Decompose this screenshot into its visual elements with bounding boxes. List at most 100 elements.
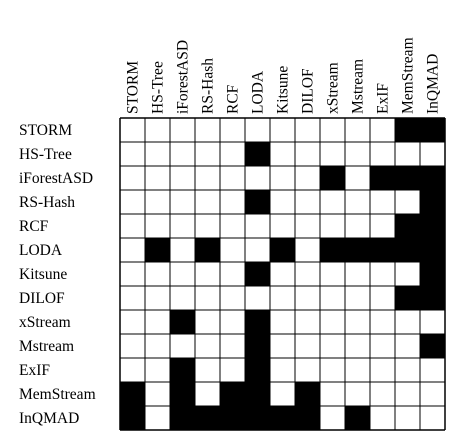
cell-kitsune-iforestasd-empty bbox=[170, 262, 195, 286]
cell-rcf-rs-hash-empty bbox=[195, 214, 220, 238]
cell-iforestasd-storm-empty bbox=[120, 166, 145, 190]
cell-iforestasd-memstream-filled bbox=[395, 166, 420, 190]
cell-dilof-inqmad-filled bbox=[420, 286, 445, 310]
cell-mstream-iforestasd-empty bbox=[170, 334, 195, 358]
cell-memstream-mstream-empty bbox=[345, 382, 370, 406]
row-headers: STORM HS-Tree iForestASD RS-Hash RCF LODA Kits… bbox=[19, 122, 96, 427]
cell-hs-tree-exif-empty bbox=[370, 142, 395, 166]
cell-loda-rcf-empty bbox=[220, 238, 245, 262]
cell-storm-memstream-filled bbox=[395, 118, 420, 142]
cell-exif-loda-filled bbox=[245, 358, 270, 382]
cell-xstream-mstream-empty bbox=[345, 310, 370, 334]
cell-rcf-exif-empty bbox=[370, 214, 395, 238]
cell-rs-hash-mstream-empty bbox=[345, 190, 370, 214]
column-header-hs-tree: HS-Tree bbox=[150, 61, 167, 114]
column-header-inqmad: InQMAD bbox=[425, 54, 442, 114]
cell-xstream-memstream-empty bbox=[395, 310, 420, 334]
cell-rs-hash-iforestasd-empty bbox=[170, 190, 195, 214]
cell-kitsune-kitsune-empty bbox=[270, 262, 295, 286]
cell-inqmad-dilof-filled bbox=[295, 406, 320, 430]
cell-exif-dilof-empty bbox=[295, 358, 320, 382]
cell-dilof-rcf-empty bbox=[220, 286, 245, 310]
cell-rcf-rcf-empty bbox=[220, 214, 245, 238]
cell-storm-dilof-empty bbox=[295, 118, 320, 142]
cell-inqmad-iforestasd-filled bbox=[170, 406, 195, 430]
cell-kitsune-memstream-empty bbox=[395, 262, 420, 286]
cell-storm-mstream-empty bbox=[345, 118, 370, 142]
cell-rcf-inqmad-filled bbox=[420, 214, 445, 238]
cell-storm-exif-empty bbox=[370, 118, 395, 142]
cell-kitsune-hs-tree-empty bbox=[145, 262, 170, 286]
cell-iforestasd-exif-filled bbox=[370, 166, 395, 190]
cell-xstream-xstream-empty bbox=[320, 310, 345, 334]
row-header-storm: STORM bbox=[19, 122, 72, 139]
cell-memstream-dilof-filled bbox=[295, 382, 320, 406]
cell-xstream-rcf-empty bbox=[220, 310, 245, 334]
cell-kitsune-storm-empty bbox=[120, 262, 145, 286]
column-header-mstream: Mstream bbox=[350, 59, 367, 114]
cell-memstream-iforestasd-filled bbox=[170, 382, 195, 406]
column-header-rcf: RCF bbox=[225, 84, 242, 114]
cell-mstream-loda-filled bbox=[245, 334, 270, 358]
cell-memstream-exif-empty bbox=[370, 382, 395, 406]
cell-xstream-exif-empty bbox=[370, 310, 395, 334]
cell-storm-inqmad-filled bbox=[420, 118, 445, 142]
cell-inqmad-memstream-empty bbox=[395, 406, 420, 430]
cell-memstream-memstream-empty bbox=[395, 382, 420, 406]
row-header-dilof: DILOF bbox=[19, 290, 65, 307]
cell-loda-iforestasd-empty bbox=[170, 238, 195, 262]
cell-rcf-kitsune-empty bbox=[270, 214, 295, 238]
cell-storm-xstream-empty bbox=[320, 118, 345, 142]
cell-xstream-iforestasd-filled bbox=[170, 310, 195, 334]
cell-dilof-rs-hash-empty bbox=[195, 286, 220, 310]
row-header-rs-hash: RS-Hash bbox=[19, 194, 75, 211]
cell-rs-hash-loda-filled bbox=[245, 190, 270, 214]
cell-rcf-loda-empty bbox=[245, 214, 270, 238]
cell-rcf-hs-tree-empty bbox=[145, 214, 170, 238]
cell-iforestasd-mstream-empty bbox=[345, 166, 370, 190]
cell-inqmad-exif-empty bbox=[370, 406, 395, 430]
cell-exif-exif-empty bbox=[370, 358, 395, 382]
column-header-exif: ExIF bbox=[375, 83, 392, 114]
cell-dilof-memstream-filled bbox=[395, 286, 420, 310]
cell-kitsune-inqmad-filled bbox=[420, 262, 445, 286]
column-header-rs-hash: RS-Hash bbox=[200, 58, 217, 114]
cell-kitsune-dilof-empty bbox=[295, 262, 320, 286]
cell-inqmad-xstream-empty bbox=[320, 406, 345, 430]
cell-exif-storm-empty bbox=[120, 358, 145, 382]
cell-inqmad-rs-hash-filled bbox=[195, 406, 220, 430]
cell-xstream-dilof-empty bbox=[295, 310, 320, 334]
cell-mstream-exif-empty bbox=[370, 334, 395, 358]
cell-mstream-storm-empty bbox=[120, 334, 145, 358]
column-header-iforestasd: iForestASD bbox=[175, 40, 192, 114]
cell-exif-rcf-empty bbox=[220, 358, 245, 382]
row-header-kitsune: Kitsune bbox=[19, 266, 67, 283]
cell-storm-rs-hash-empty bbox=[195, 118, 220, 142]
cell-dilof-iforestasd-empty bbox=[170, 286, 195, 310]
cell-iforestasd-rcf-empty bbox=[220, 166, 245, 190]
column-header-dilof: DILOF bbox=[300, 68, 317, 114]
cell-iforestasd-xstream-filled bbox=[320, 166, 345, 190]
cell-rs-hash-exif-empty bbox=[370, 190, 395, 214]
cell-hs-tree-loda-filled bbox=[245, 142, 270, 166]
cell-xstream-kitsune-empty bbox=[270, 310, 295, 334]
cell-rcf-dilof-empty bbox=[295, 214, 320, 238]
cell-hs-tree-mstream-empty bbox=[345, 142, 370, 166]
column-header-storm: STORM bbox=[125, 61, 142, 114]
cell-mstream-dilof-empty bbox=[295, 334, 320, 358]
cell-iforestasd-dilof-empty bbox=[295, 166, 320, 190]
cell-dilof-exif-empty bbox=[370, 286, 395, 310]
cell-dilof-loda-empty bbox=[245, 286, 270, 310]
cell-memstream-rs-hash-empty bbox=[195, 382, 220, 406]
cell-exif-memstream-empty bbox=[395, 358, 420, 382]
cell-hs-tree-memstream-empty bbox=[395, 142, 420, 166]
cell-rs-hash-xstream-empty bbox=[320, 190, 345, 214]
cell-loda-kitsune-filled bbox=[270, 238, 295, 262]
cell-inqmad-loda-filled bbox=[245, 406, 270, 430]
cell-inqmad-rcf-filled bbox=[220, 406, 245, 430]
cell-loda-xstream-filled bbox=[320, 238, 345, 262]
cell-mstream-hs-tree-empty bbox=[145, 334, 170, 358]
cell-dilof-mstream-empty bbox=[345, 286, 370, 310]
cell-rs-hash-hs-tree-empty bbox=[145, 190, 170, 214]
